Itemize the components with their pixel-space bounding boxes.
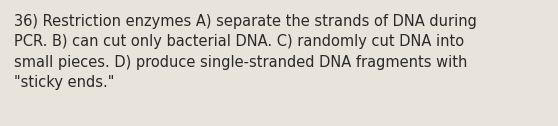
Text: 36) Restriction enzymes A) separate the strands of DNA during
PCR. B) can cut on: 36) Restriction enzymes A) separate the … bbox=[14, 14, 477, 90]
